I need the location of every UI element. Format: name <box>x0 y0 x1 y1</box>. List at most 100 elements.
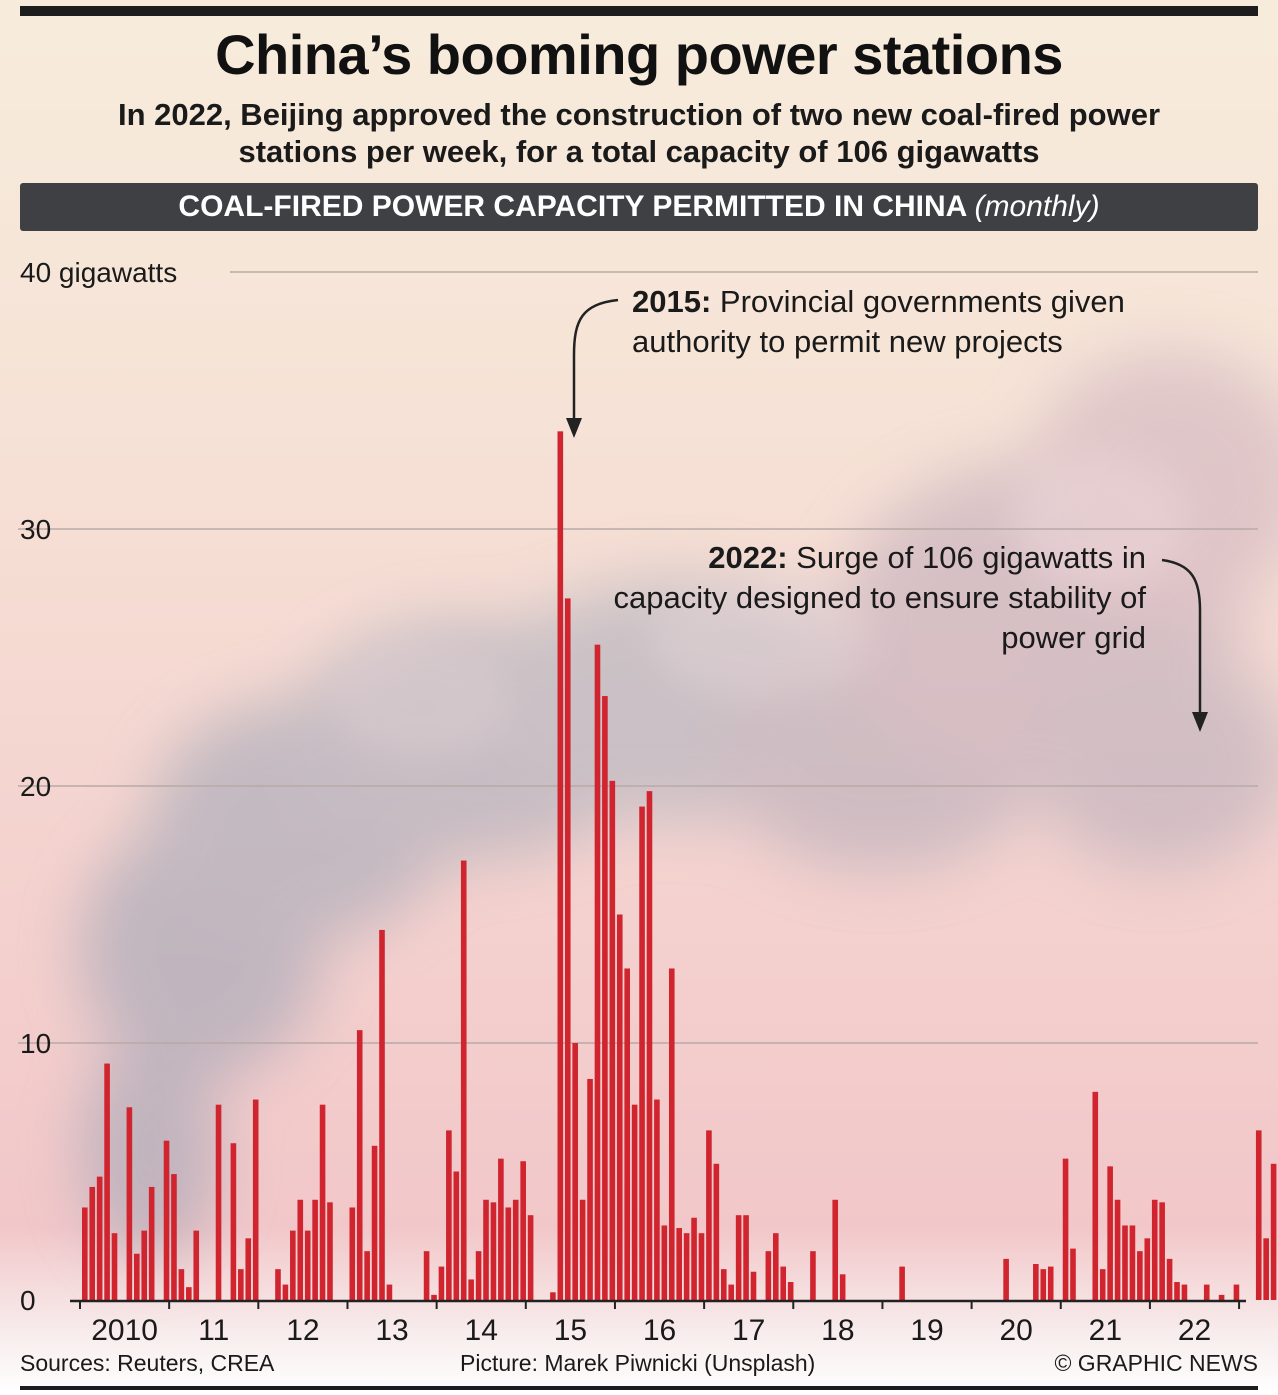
bar <box>111 1233 118 1300</box>
bar <box>349 1207 356 1300</box>
bar <box>594 644 601 1300</box>
bar <box>810 1251 816 1300</box>
bar <box>431 1294 437 1300</box>
x-axis: 2010 11 12 13 14 15 16 17 18 19 20 21 22 <box>70 1299 1246 1347</box>
bar <box>609 780 616 1300</box>
bar <box>423 1251 430 1300</box>
y-tick-label: 20 <box>20 771 51 802</box>
bar <box>698 1233 705 1300</box>
bar <box>483 1199 489 1300</box>
bar <box>527 1215 534 1300</box>
banner-note: (monthly) <box>974 190 1100 223</box>
bar <box>1255 1130 1262 1300</box>
arrow-2015-head <box>566 418 582 438</box>
bar <box>602 696 608 1300</box>
bar <box>446 1130 452 1300</box>
bar <box>89 1186 96 1300</box>
bar <box>438 1266 445 1300</box>
bar <box>1047 1266 1054 1300</box>
banner-label: COAL-FIRED POWER CAPACITY PERMITTED IN C… <box>178 190 967 223</box>
bar <box>1181 1284 1188 1300</box>
bar <box>282 1284 289 1300</box>
bar <box>1092 1091 1099 1300</box>
bar <box>245 1238 252 1300</box>
bar <box>1159 1202 1165 1300</box>
bar <box>787 1282 794 1300</box>
bar <box>505 1207 512 1300</box>
bar <box>275 1269 281 1300</box>
x-tick-label: 14 <box>465 1314 498 1347</box>
bar <box>1166 1258 1173 1300</box>
bar <box>1263 1238 1269 1300</box>
bar <box>297 1199 304 1300</box>
chart-subtitle: In 2022, Beijing approved the constructi… <box>117 97 1161 169</box>
bar <box>668 968 675 1300</box>
footer-picture-credit: Picture: Marek Piwnicki (Unsplash) <box>460 1350 816 1376</box>
y-tick-label: 30 <box>20 514 51 545</box>
chart-title: China’s booming power stations <box>215 23 1063 86</box>
footer-sources: Sources: Reuters, CREA <box>20 1350 275 1376</box>
bar <box>1062 1158 1069 1300</box>
x-tick-label: 18 <box>821 1314 854 1347</box>
bar <box>186 1287 192 1300</box>
y-tick-label: 40 gigawatts <box>20 257 177 288</box>
bar <box>1218 1294 1225 1300</box>
bar <box>676 1228 682 1300</box>
bar <box>1174 1282 1180 1300</box>
bar <box>512 1199 519 1300</box>
bar <box>379 929 385 1300</box>
bar <box>193 1230 200 1300</box>
bar <box>475 1251 482 1300</box>
bar <box>1070 1248 1076 1300</box>
bar <box>1137 1251 1143 1300</box>
annotation-2015-text: Provincial governments given authority t… <box>632 284 1125 359</box>
x-tick-label: 12 <box>286 1314 319 1347</box>
bar <box>1122 1225 1128 1300</box>
bar <box>238 1269 244 1300</box>
bar <box>460 860 467 1300</box>
bar <box>468 1279 474 1300</box>
x-tick-label: 15 <box>554 1314 587 1347</box>
bar <box>356 1030 363 1300</box>
bar <box>720 1269 727 1300</box>
annotation-2022-text: Surge of 106 gigawatts in capacity desig… <box>613 540 1146 655</box>
bar <box>1270 1163 1277 1300</box>
bar <box>1114 1199 1121 1300</box>
bar-series <box>82 431 1277 1301</box>
arrow-2022-head <box>1192 712 1208 732</box>
bar <box>96 1176 103 1300</box>
bar <box>141 1230 148 1300</box>
x-tick-label: 2010 <box>91 1314 158 1347</box>
bar <box>691 1217 697 1300</box>
bar <box>163 1140 170 1300</box>
bar <box>490 1202 497 1300</box>
bar <box>171 1174 177 1300</box>
bar <box>550 1292 556 1300</box>
bar <box>364 1251 370 1300</box>
bar <box>215 1104 222 1300</box>
bar <box>1129 1225 1136 1300</box>
annotation-2015-year: 2015: <box>632 284 712 319</box>
bar <box>661 1225 668 1300</box>
x-tick-label: 20 <box>999 1314 1032 1347</box>
bar <box>624 968 630 1300</box>
bar <box>1099 1269 1106 1300</box>
bar <box>683 1233 690 1300</box>
bar <box>1203 1284 1210 1300</box>
bar <box>453 1171 460 1300</box>
bar <box>371 1145 378 1300</box>
bar <box>230 1143 237 1300</box>
annotation-2015: 2015: Provincial governments given autho… <box>632 282 1152 362</box>
bar <box>743 1215 749 1300</box>
annotation-2022: 2022: Surge of 106 gigawatts in capacity… <box>600 538 1146 658</box>
bar <box>564 598 571 1300</box>
bar <box>1040 1269 1047 1300</box>
x-tick-label: 17 <box>732 1314 765 1347</box>
bar <box>126 1107 133 1300</box>
bar <box>304 1230 311 1300</box>
y-tick-label: 0 <box>20 1285 36 1316</box>
bar <box>134 1253 140 1300</box>
footer-copyright: © GRAPHIC NEWS <box>1054 1350 1258 1376</box>
